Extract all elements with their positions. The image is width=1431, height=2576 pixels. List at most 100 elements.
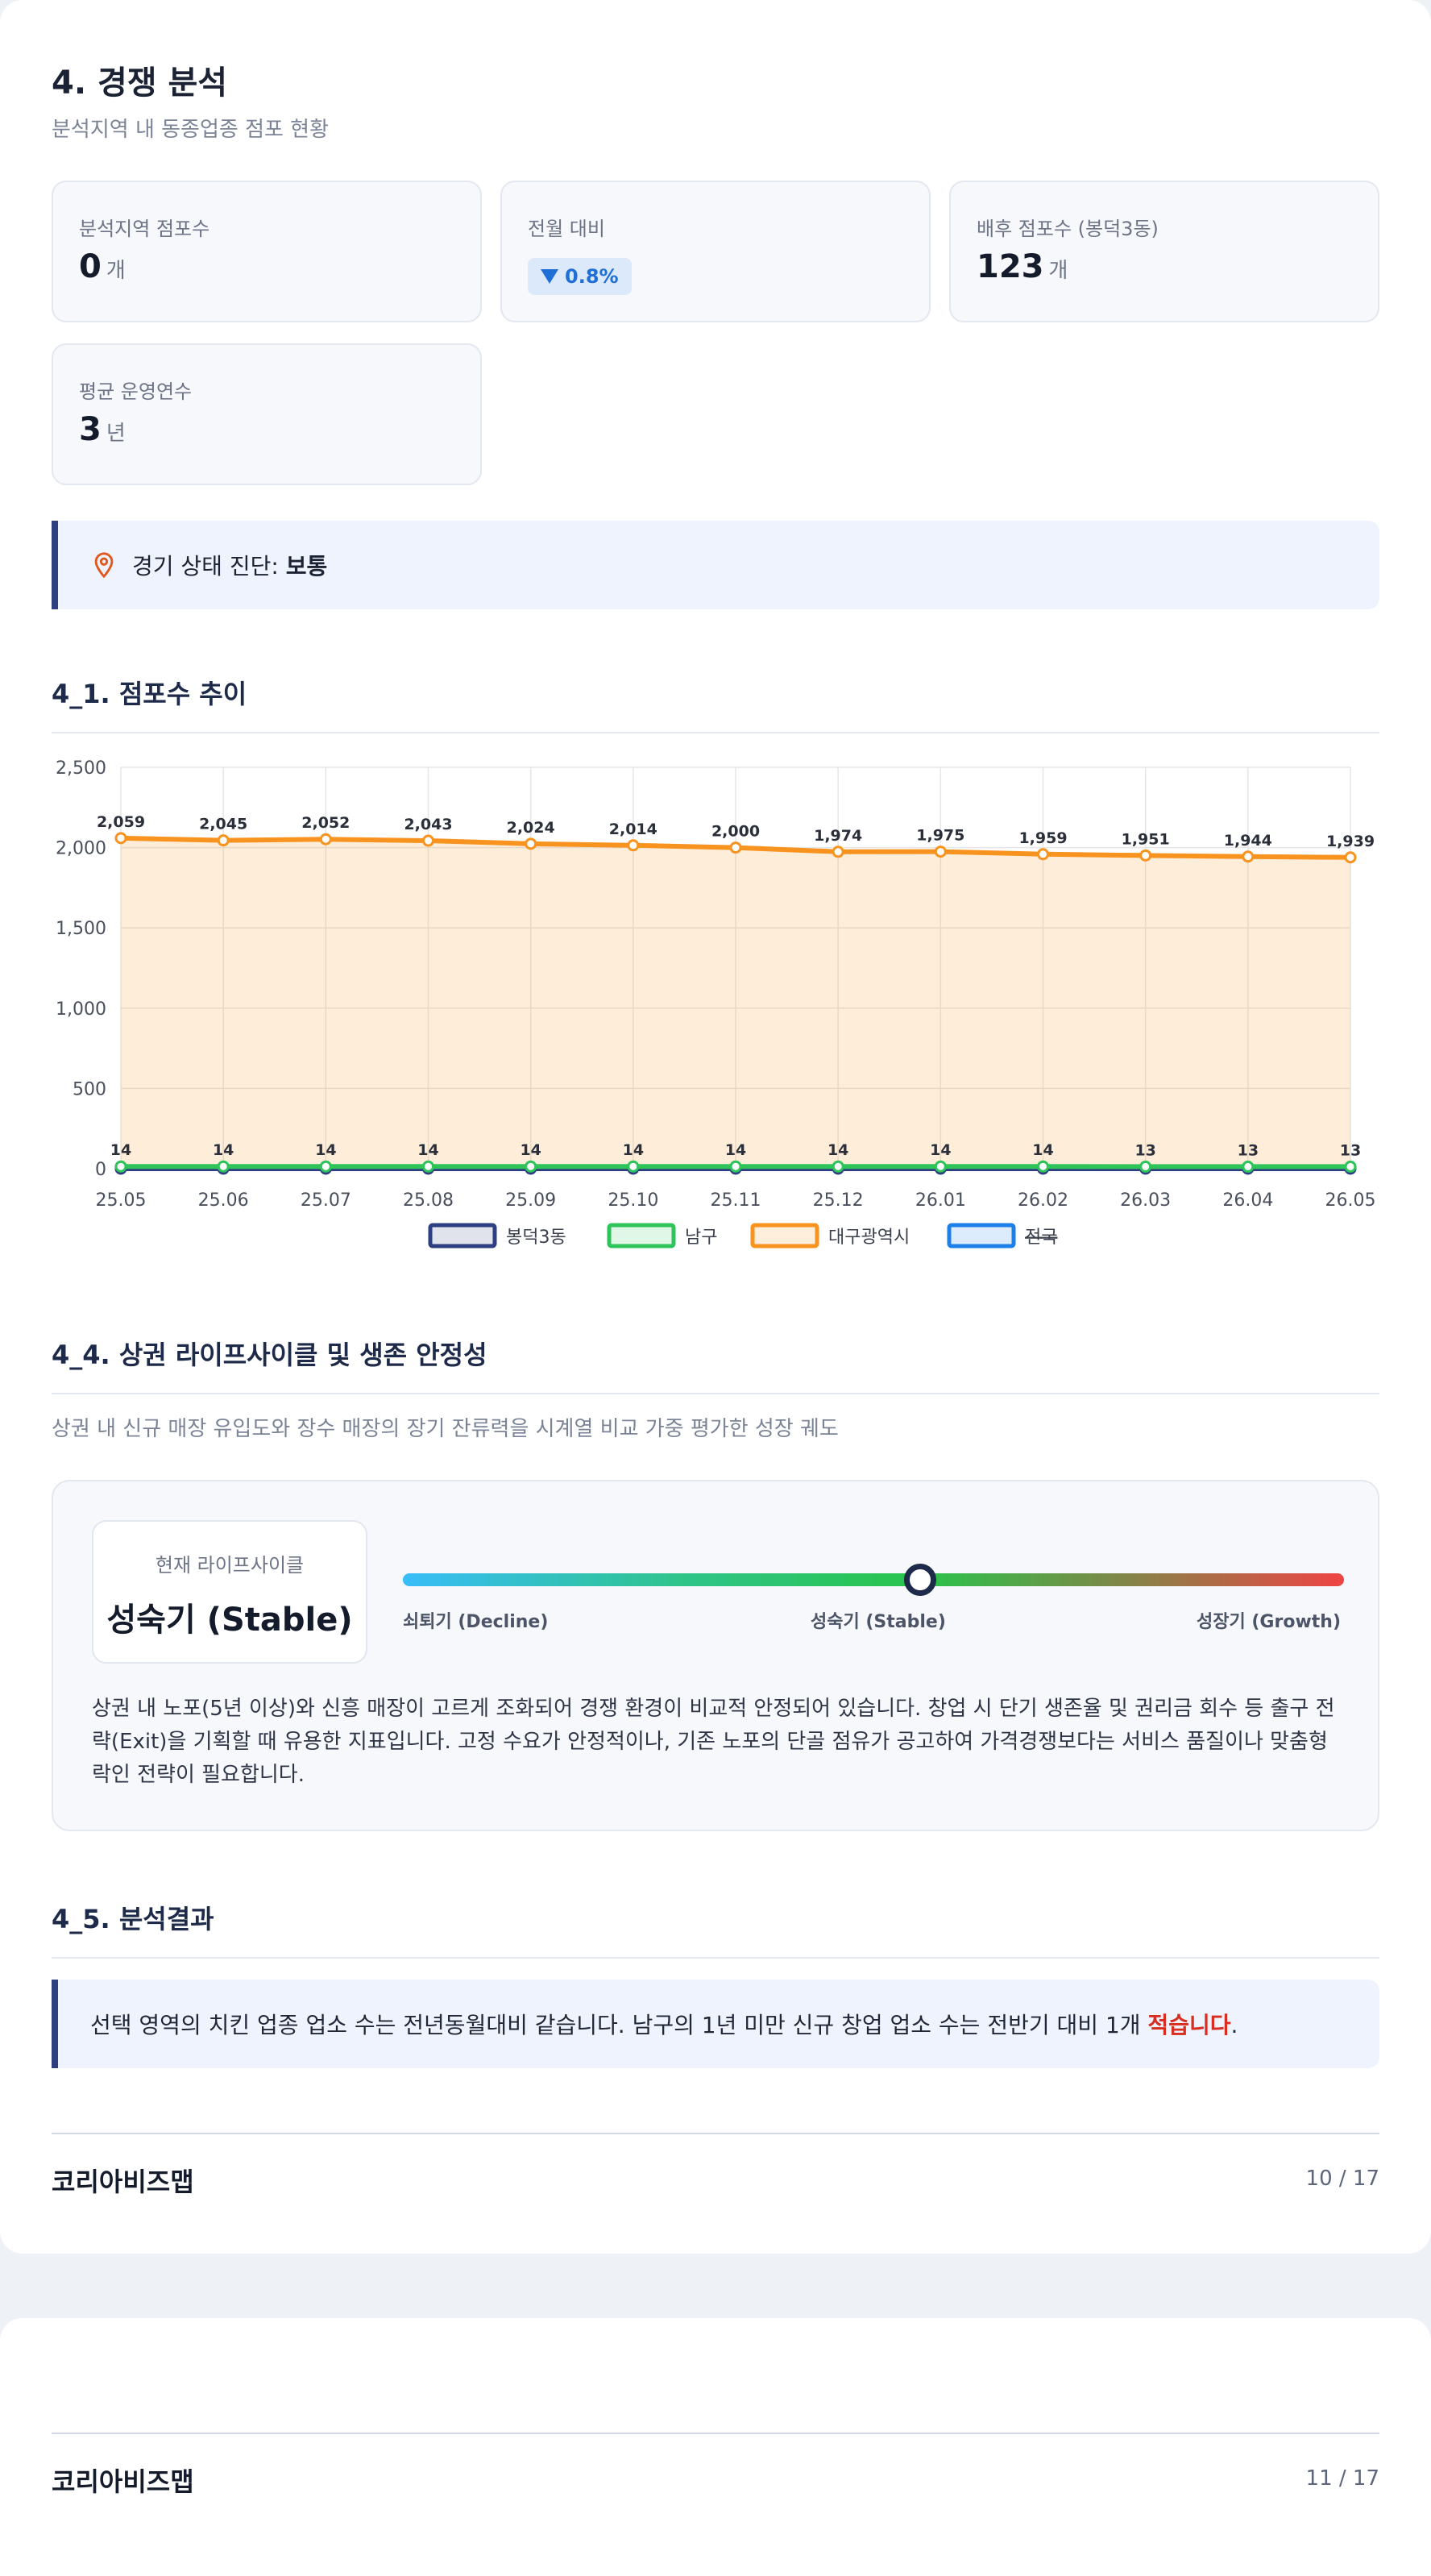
y-tick-label: 1,500 bbox=[56, 919, 106, 939]
x-tick-label: 25.10 bbox=[608, 1190, 658, 1211]
x-tick-label: 25.06 bbox=[198, 1190, 249, 1211]
data-point bbox=[1346, 1161, 1355, 1171]
data-point bbox=[321, 1161, 330, 1171]
data-label: 14 bbox=[213, 1141, 234, 1159]
section-subtitle: 분석지역 내 동종업종 점포 현황 bbox=[52, 113, 329, 143]
stage-label-decline: 쇠퇴기 (Decline) bbox=[403, 1607, 548, 1633]
data-point bbox=[424, 836, 433, 846]
data-point bbox=[218, 836, 228, 846]
x-tick-label: 25.05 bbox=[96, 1190, 147, 1211]
data-point bbox=[1346, 853, 1355, 862]
trend-heading: 4_1. 점포수 추이 bbox=[52, 674, 1379, 733]
data-point bbox=[628, 1161, 638, 1171]
stat-label: 분석지역 점포수 bbox=[79, 213, 209, 241]
x-tick-label: 25.08 bbox=[403, 1190, 454, 1211]
legend-label-남구: 남구 bbox=[685, 1228, 717, 1248]
change-value: 0.8% bbox=[565, 265, 619, 288]
data-label: 14 bbox=[1032, 1141, 1053, 1159]
data-label: 14 bbox=[417, 1141, 438, 1159]
data-point bbox=[1243, 852, 1253, 862]
stat-card-mom-change: 전월 대비 0.8% bbox=[500, 181, 931, 322]
page-number: 11 / 17 bbox=[1306, 2466, 1379, 2491]
x-tick-label: 25.12 bbox=[813, 1190, 864, 1211]
data-label: 2,045 bbox=[199, 816, 247, 833]
data-label: 13 bbox=[1340, 1141, 1361, 1159]
data-label: 1,939 bbox=[1326, 833, 1375, 850]
data-point bbox=[628, 841, 638, 850]
lifecycle-description: 상권 내 노포(5년 이상)와 신흥 매장이 고르게 조화되어 경쟁 환경이 비… bbox=[92, 1693, 1342, 1792]
lifecycle-heading: 4_4. 상권 라이프사이클 및 생존 안정성 bbox=[52, 1335, 1379, 1394]
result-text: 선택 영역의 치킨 업종 업소 수는 전년동월대비 같습니다. 남구의 1년 미… bbox=[90, 2008, 1238, 2040]
data-label: 13 bbox=[1238, 1141, 1259, 1159]
data-label: 14 bbox=[520, 1141, 541, 1159]
result-highlight: 적습니다 bbox=[1147, 2012, 1230, 2038]
data-label: 2,043 bbox=[404, 816, 452, 833]
report-page-11: 코리아비즈맵 11 / 17 bbox=[0, 2318, 1431, 2576]
x-tick-label: 25.07 bbox=[301, 1190, 351, 1211]
change-badge: 0.8% bbox=[528, 258, 632, 295]
data-point bbox=[731, 1161, 740, 1171]
lifecycle-panel: 현재 라이프사이클 성숙기 (Stable) 쇠퇴기 (Decline) 성숙기… bbox=[52, 1480, 1379, 1831]
stat-label: 전월 대비 bbox=[528, 213, 605, 241]
lifecycle-marker bbox=[904, 1564, 936, 1596]
data-point bbox=[1039, 850, 1048, 859]
data-point bbox=[1141, 1161, 1151, 1171]
x-tick-label: 26.02 bbox=[1018, 1190, 1068, 1211]
data-label: 14 bbox=[110, 1141, 131, 1159]
data-point bbox=[935, 1161, 945, 1171]
map-pin-icon bbox=[90, 551, 118, 579]
result-summary: 선택 영역의 치킨 업종 업소 수는 전년동월대비 같습니다. 남구의 1년 미… bbox=[52, 1980, 1379, 2068]
data-point bbox=[116, 833, 126, 843]
current-lifecycle-label: 현재 라이프사이클 bbox=[93, 1549, 366, 1577]
data-point bbox=[1141, 850, 1151, 860]
x-tick-label: 25.09 bbox=[505, 1190, 556, 1211]
data-label: 2,059 bbox=[97, 813, 145, 831]
data-label: 14 bbox=[725, 1141, 746, 1159]
economy-diagnosis: 경기 상태 진단: 보통 bbox=[52, 521, 1379, 609]
stat-label: 평균 운영연수 bbox=[79, 376, 192, 404]
page-number: 10 / 17 bbox=[1306, 2167, 1379, 2191]
lifecycle-subtitle: 상권 내 신규 매장 유입도와 장수 매장의 장기 잔류력을 시계열 비교 가중… bbox=[52, 1412, 839, 1442]
data-label: 14 bbox=[827, 1141, 848, 1159]
data-point bbox=[526, 1161, 536, 1171]
data-label: 1,975 bbox=[916, 827, 964, 845]
current-lifecycle-card: 현재 라이프사이클 성숙기 (Stable) bbox=[92, 1520, 367, 1664]
y-tick-label: 500 bbox=[73, 1079, 106, 1099]
data-point bbox=[833, 1161, 843, 1171]
x-tick-label: 26.03 bbox=[1120, 1190, 1171, 1211]
stat-label: 배후 점포수 (봉덕3동) bbox=[977, 213, 1159, 241]
data-point bbox=[833, 847, 843, 857]
data-label: 2,052 bbox=[301, 814, 350, 832]
data-label: 1,944 bbox=[1224, 832, 1272, 850]
x-tick-label: 26.04 bbox=[1222, 1190, 1273, 1211]
data-point bbox=[218, 1161, 228, 1171]
page-footer: 코리아비즈맵 10 / 17 bbox=[52, 2133, 1379, 2229]
y-tick-label: 2,500 bbox=[56, 758, 106, 779]
current-lifecycle-value: 성숙기 (Stable) bbox=[93, 1593, 366, 1640]
data-point bbox=[1039, 1161, 1048, 1171]
data-label: 14 bbox=[315, 1141, 336, 1159]
x-tick-label: 26.05 bbox=[1325, 1190, 1376, 1211]
page-footer: 코리아비즈맵 11 / 17 bbox=[52, 2433, 1379, 2529]
data-point bbox=[1243, 1161, 1253, 1171]
y-tick-label: 1,000 bbox=[56, 999, 106, 1020]
x-tick-label: 26.01 bbox=[915, 1190, 966, 1211]
data-label: 14 bbox=[623, 1141, 644, 1159]
data-label: 1,974 bbox=[814, 827, 862, 845]
series-area-대구광역시 bbox=[121, 838, 1350, 1169]
data-label: 2,024 bbox=[507, 819, 555, 837]
data-label: 14 bbox=[930, 1141, 951, 1159]
lifecycle-gradient-bar bbox=[403, 1573, 1344, 1586]
data-label: 1,959 bbox=[1018, 829, 1067, 847]
data-label: 13 bbox=[1134, 1141, 1155, 1159]
data-label: 1,951 bbox=[1122, 830, 1170, 848]
section-title: 4. 경쟁 분석 bbox=[52, 56, 227, 103]
data-point bbox=[731, 843, 740, 853]
diagnosis-value: 보통 bbox=[286, 549, 328, 581]
